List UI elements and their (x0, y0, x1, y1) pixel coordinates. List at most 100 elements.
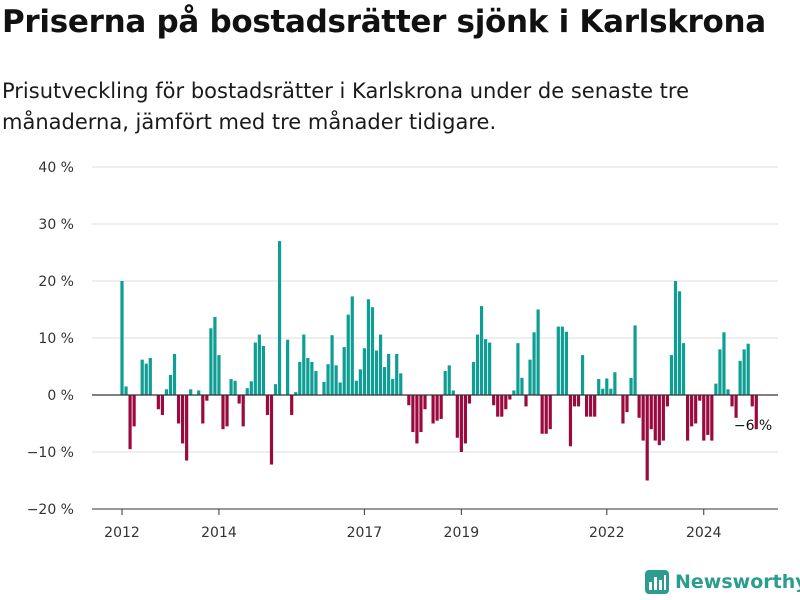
bar (548, 395, 552, 430)
bar (366, 299, 371, 395)
bar (391, 379, 395, 395)
bar (665, 395, 669, 407)
brand-name: Newsworthy (675, 571, 800, 593)
newsworthy-logo: Newsworthy (645, 570, 800, 594)
y-tick-label: 10 % (38, 331, 74, 347)
bar (585, 395, 589, 417)
bar (621, 395, 625, 424)
bar (181, 395, 185, 444)
bar (605, 378, 609, 395)
bar (354, 380, 358, 395)
bar (245, 388, 249, 395)
bar (261, 345, 265, 395)
bar (524, 395, 528, 407)
bar (681, 343, 686, 395)
chart-title: Priserna på bostadsrätter sjönk i Karlsk… (2, 4, 766, 40)
last-value-label: −6 % (734, 418, 772, 434)
bar (172, 353, 177, 395)
bar (738, 360, 742, 395)
bar (520, 377, 524, 395)
bar (290, 395, 294, 415)
bar (431, 395, 435, 424)
bar (132, 395, 136, 427)
bar (722, 332, 726, 395)
bar (726, 389, 730, 395)
bar (237, 395, 241, 404)
bar (694, 395, 698, 424)
bar (532, 332, 536, 395)
bar (730, 395, 734, 407)
bar (370, 307, 375, 395)
bar (346, 314, 350, 395)
bar (253, 342, 257, 395)
bar (613, 372, 617, 395)
bar (164, 389, 169, 395)
bar (310, 361, 314, 395)
bar (512, 390, 516, 395)
bar (298, 361, 302, 395)
x-tick-label: 2022 (589, 525, 625, 541)
bar (746, 343, 750, 395)
bar (383, 367, 387, 395)
bar (641, 395, 645, 441)
bar (686, 395, 690, 441)
y-tick-label: 0 % (47, 388, 74, 404)
bar (342, 347, 346, 395)
bar (484, 339, 488, 395)
bar (217, 355, 221, 395)
bar (633, 325, 637, 395)
bar (128, 395, 132, 450)
bar (528, 359, 532, 395)
bar (479, 306, 484, 395)
bar (625, 395, 629, 413)
bar (277, 241, 282, 395)
bar (488, 342, 492, 395)
bar (609, 388, 613, 395)
annotations: −6 % (734, 418, 772, 434)
bar (702, 395, 706, 441)
bar (338, 382, 342, 395)
bar (257, 334, 261, 395)
y-axis-labels: 40 % 30 % 20 % 10 % 0 % −10 % −20 % (27, 160, 74, 518)
bar (201, 395, 205, 424)
bar (475, 334, 480, 395)
bar (249, 381, 253, 395)
bar (265, 395, 270, 415)
bar (451, 390, 455, 395)
bar (629, 377, 633, 395)
bar (742, 349, 746, 395)
bar (544, 395, 548, 434)
y-tick-label: −10 % (27, 445, 74, 461)
y-tick-label: 30 % (38, 217, 74, 233)
bar (657, 395, 661, 446)
bar (536, 309, 540, 395)
bar (395, 353, 399, 395)
bar (120, 281, 124, 395)
bar (576, 395, 581, 407)
bar (213, 316, 217, 395)
x-axis-labels: 2012 2014 2017 2019 2022 2024 (104, 525, 721, 541)
bars (120, 241, 758, 481)
bar (669, 355, 674, 395)
bar (698, 395, 702, 401)
bar (516, 343, 520, 395)
bar (734, 395, 738, 418)
x-tick-label: 2019 (444, 525, 480, 541)
bar (229, 379, 233, 395)
bar (754, 395, 758, 430)
bar (241, 395, 245, 427)
bar (205, 395, 209, 401)
bar (718, 349, 722, 395)
bar (500, 395, 504, 417)
bar (358, 369, 362, 395)
bar (443, 371, 447, 395)
chart-subtitle: Prisutveckling för bostadsrätter i Karls… (2, 79, 689, 134)
bar (710, 395, 714, 441)
bar (439, 395, 443, 419)
bar (560, 326, 564, 395)
bar (597, 379, 601, 395)
bar (294, 392, 298, 395)
bar (661, 395, 665, 441)
bar (556, 326, 560, 395)
bar (467, 395, 472, 404)
